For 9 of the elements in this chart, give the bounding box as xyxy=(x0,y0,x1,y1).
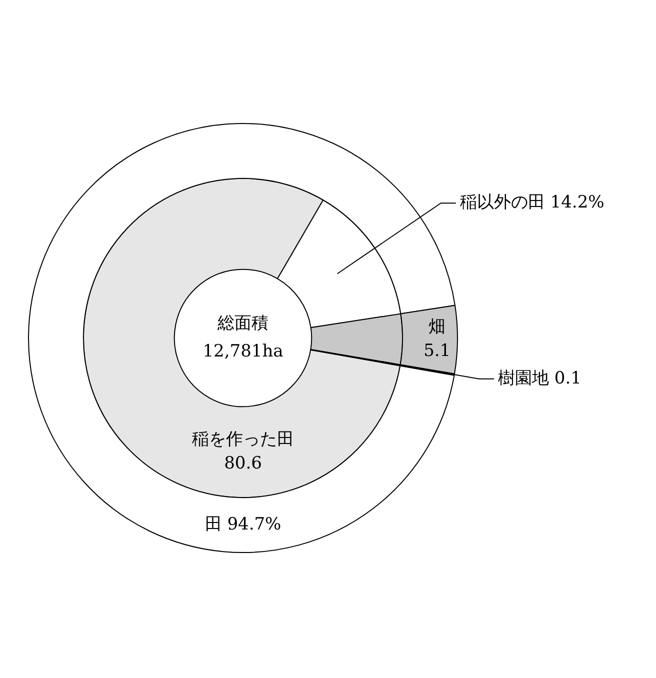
category-label: 樹園地 0.1 xyxy=(498,368,582,388)
text: 田 94.7% xyxy=(204,514,282,534)
slice-label: 畑 xyxy=(428,316,446,337)
text: 12,781ha xyxy=(202,341,284,362)
text: 総面積 xyxy=(216,313,268,334)
data-label: 5.1 xyxy=(424,340,451,361)
data-label: 80.6 xyxy=(224,454,262,474)
category-label: 稲以外の田 14.2% xyxy=(460,192,604,213)
slice-label: 稲を作った田 xyxy=(192,430,294,450)
